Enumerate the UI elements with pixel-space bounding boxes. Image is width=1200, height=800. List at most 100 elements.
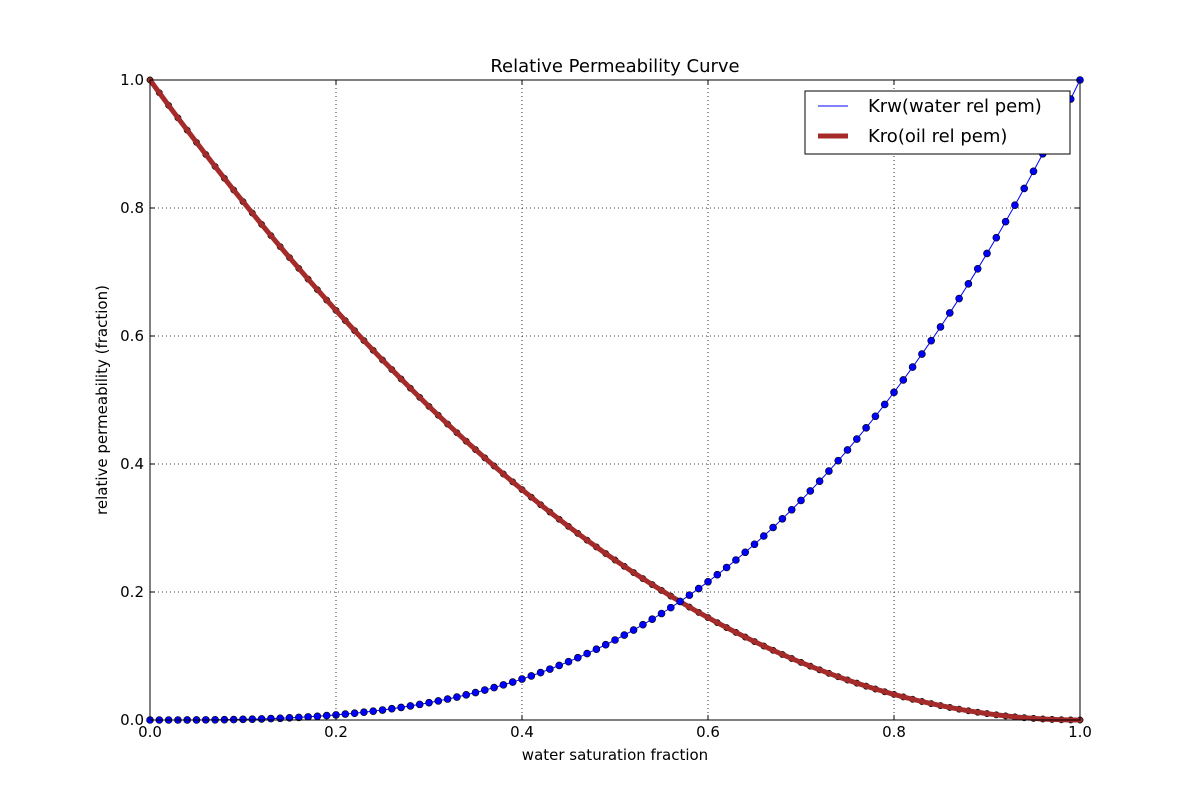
krw-point (955, 294, 963, 303)
krw-point (239, 715, 247, 724)
plot-area (146, 76, 1084, 724)
krw-point (741, 548, 750, 557)
krw-point (555, 661, 564, 670)
legend-label-krw: Krw(water rel pem) (868, 96, 1042, 117)
krw-point (341, 710, 350, 718)
krw-point (611, 636, 619, 644)
krw-point (564, 657, 573, 666)
y-tick-label: 0.0 (120, 711, 144, 729)
krw-point (480, 686, 489, 694)
krw-point (1011, 201, 1019, 209)
krw-point (852, 435, 861, 443)
krw-point (453, 693, 461, 701)
krw-point (983, 249, 991, 258)
y-tick-label: 0.6 (120, 327, 144, 345)
krw-point (527, 672, 536, 680)
krw-point (1029, 167, 1038, 176)
krw-point (908, 363, 917, 371)
krw-point (304, 713, 312, 721)
krw-point (546, 665, 554, 673)
krw-point (750, 540, 759, 549)
krw-point (666, 603, 675, 612)
krw-point (490, 683, 498, 692)
chart-title: Relative Permeability Curve (490, 56, 739, 77)
krw-point (694, 584, 703, 593)
krw-point (806, 487, 815, 495)
y-tick-label: 0.8 (120, 199, 144, 217)
krw-point (945, 309, 954, 317)
krw-point (825, 467, 833, 475)
krw-point (936, 323, 945, 331)
krw-point (583, 649, 591, 658)
krw-point (471, 688, 480, 697)
y-tick-label: 1.0 (120, 71, 144, 89)
krw-point (871, 412, 880, 421)
krw-point (397, 703, 405, 712)
krw-point (257, 715, 266, 723)
krw-point (639, 620, 647, 629)
krw-point (434, 697, 443, 705)
x-tick-label: 0.2 (324, 723, 348, 741)
krw-point (573, 653, 582, 662)
krw-point (276, 714, 285, 723)
krw-point (267, 714, 275, 723)
krw-point (592, 645, 601, 654)
krw-point (862, 424, 870, 432)
krw-point (294, 713, 303, 722)
krw-point (360, 708, 368, 716)
krw-point (843, 446, 852, 454)
krw-point (676, 597, 684, 606)
krw-point (732, 556, 740, 564)
legend-label-kro: Kro(oil rel pem) (868, 126, 1007, 147)
legend-box (804, 90, 1071, 155)
krw-point (992, 233, 1001, 242)
krw-point (369, 707, 378, 715)
krw-point (499, 681, 508, 689)
x-tick-label: 0.8 (882, 723, 906, 741)
x-tick-label: 0.6 (696, 723, 720, 741)
krw-point (713, 570, 722, 579)
krw-point (815, 477, 824, 485)
krw-point (722, 563, 731, 572)
krw-point (797, 496, 805, 505)
krw-point (657, 609, 666, 618)
krw-point (387, 704, 396, 713)
krw-point (964, 280, 973, 288)
x-tick-label: 0.0 (138, 723, 162, 741)
axis-ticks: 0.0 0.2 0.4 0.6 0.8 1.0 0.0 0.2 0.4 0.6 0.8 1.0 (120, 71, 1092, 741)
krw-point (350, 709, 359, 718)
grid (150, 80, 1080, 720)
krw-point (313, 712, 322, 721)
krw-point (759, 532, 768, 540)
krw-point (425, 698, 433, 707)
x-axis-label: water saturation fraction (522, 746, 708, 764)
krw-point (899, 376, 908, 384)
krw-point (620, 631, 629, 639)
series-krw (146, 76, 1084, 724)
y-axis-label: relative permeability (fraction) (93, 285, 111, 515)
krw-point (648, 615, 657, 624)
krw-point (322, 711, 331, 720)
x-tick-label: 0.4 (510, 723, 534, 741)
krw-point (834, 456, 843, 465)
krw-point (518, 675, 526, 683)
krw-point (973, 264, 982, 273)
krw-point (248, 715, 257, 723)
krw-point (443, 695, 452, 703)
krw-point (601, 640, 610, 649)
krw-point (1001, 217, 1010, 226)
krw-point (927, 336, 936, 345)
krw-point (536, 668, 545, 677)
y-tick-label: 0.2 (120, 583, 144, 601)
krw-point (880, 400, 889, 409)
krw-point (685, 591, 694, 599)
krw-point (378, 706, 387, 714)
krw-point (1020, 184, 1028, 193)
y-tick-label: 0.4 (120, 455, 144, 473)
krw-point (508, 678, 517, 686)
krw-point (406, 702, 415, 710)
krw-point (629, 626, 638, 634)
krw-point (890, 388, 898, 397)
axes-frame (149, 79, 1081, 721)
